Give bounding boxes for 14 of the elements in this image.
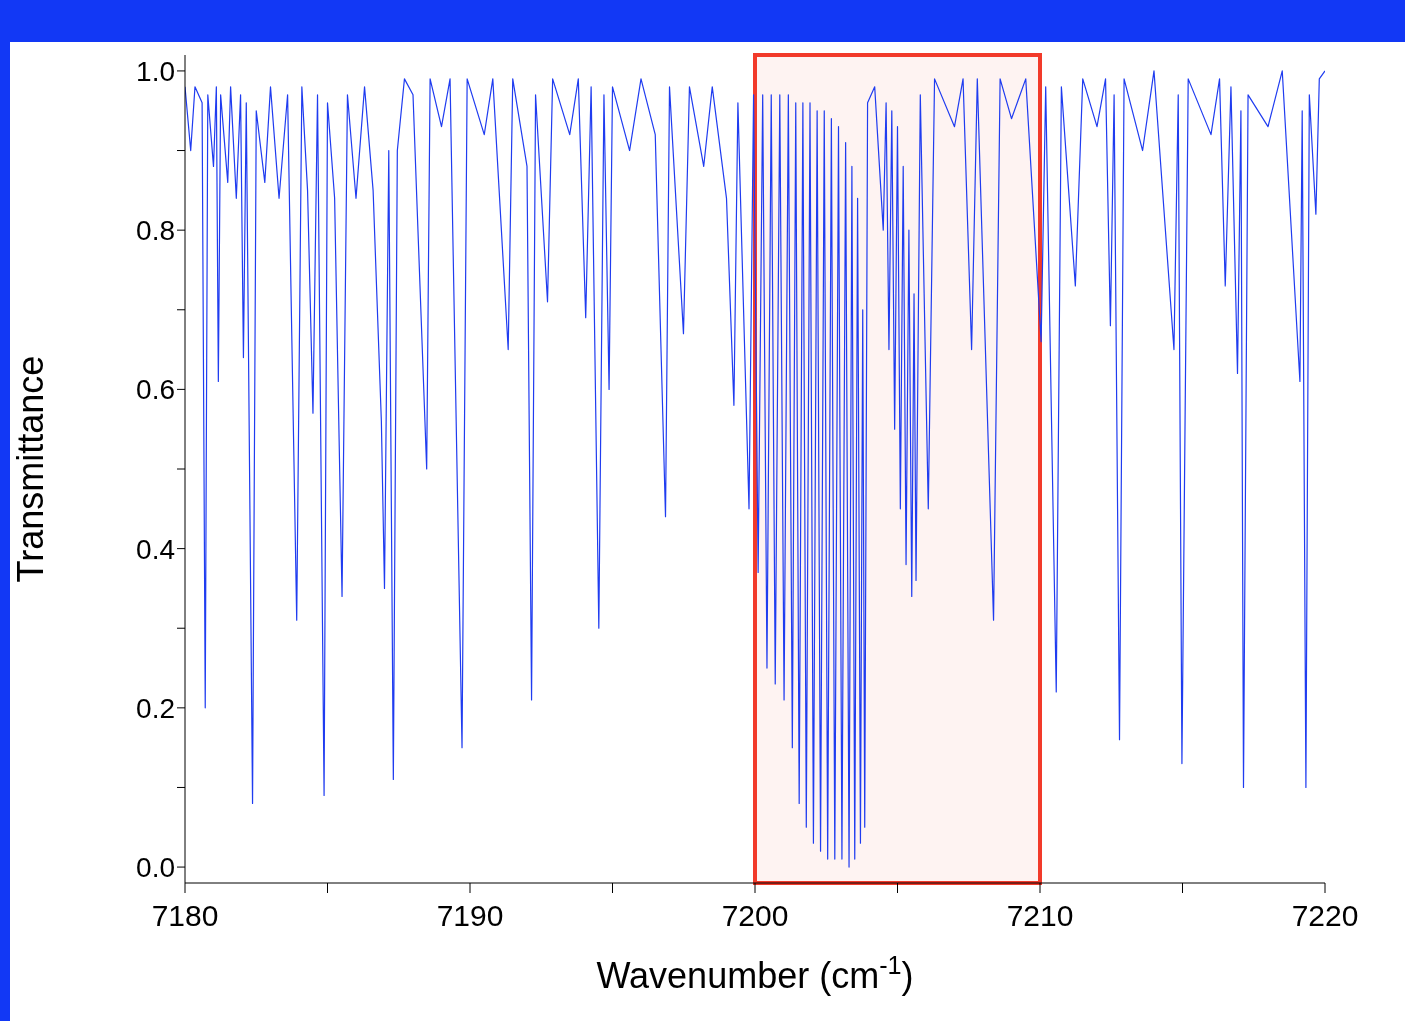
y-tick-label: 0.8 (136, 215, 175, 247)
x-tick-label: 7220 (1291, 899, 1359, 933)
y-tick-label: 0.4 (136, 533, 175, 565)
y-tick-label: 0.2 (136, 692, 175, 724)
y-tick-label: 0.6 (136, 374, 175, 406)
x-tick-label: 7190 (436, 899, 504, 933)
y-tick-label: 0.0 (136, 852, 175, 884)
x-tick-label: 7180 (151, 899, 219, 933)
y-axis-title: Transmittance (9, 355, 51, 583)
line-series (185, 70, 1325, 868)
x-axis-title: Wavenumber (cm$^{-1}$) (596, 951, 914, 996)
x-tick-label: 7210 (1006, 899, 1074, 933)
y-tick-label: 1.0 (136, 55, 175, 87)
x-tick-label: 7200 (721, 899, 789, 933)
